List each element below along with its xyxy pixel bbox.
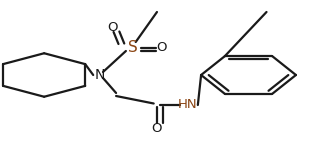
Text: O: O xyxy=(152,123,162,135)
Text: N: N xyxy=(95,68,105,82)
Text: HN: HN xyxy=(178,99,198,111)
Text: S: S xyxy=(128,40,137,56)
Text: O: O xyxy=(108,21,118,33)
Text: O: O xyxy=(157,42,167,54)
